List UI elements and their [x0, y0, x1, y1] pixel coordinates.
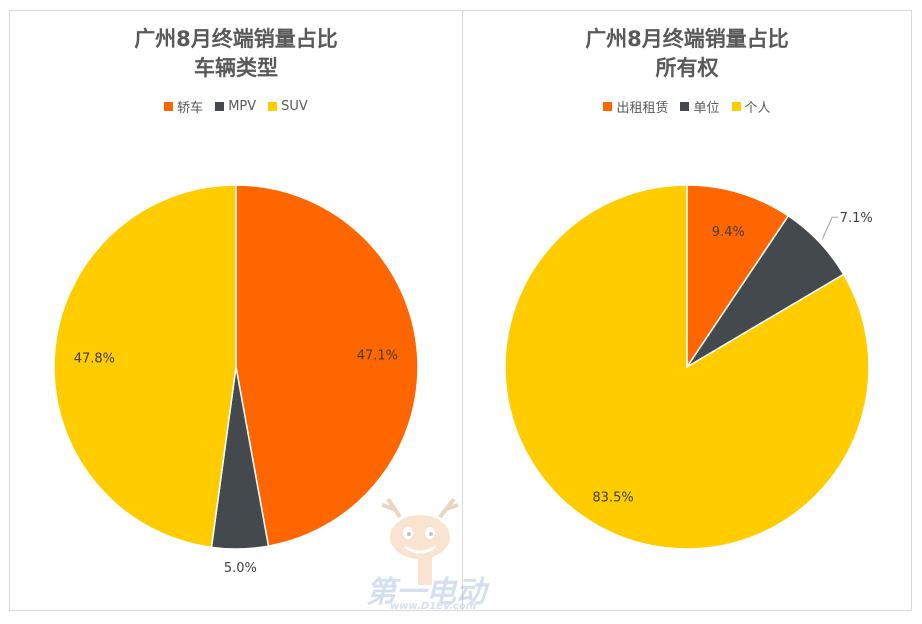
legend-item-organization: 单位: [680, 97, 720, 116]
data-label: 7.1%: [840, 211, 873, 226]
data-label: 47.1%: [357, 348, 398, 363]
legend-swatch: [680, 102, 690, 111]
legend-label: SUV: [281, 99, 308, 114]
legend-item-mpv: MPV: [215, 97, 256, 116]
legend-swatch: [603, 102, 613, 111]
chart-title-line-1: 广州8月终端销量占比: [134, 27, 338, 51]
slice-individual: [504, 184, 870, 550]
data-label: 9.4%: [712, 225, 745, 240]
legend-label: 个人: [744, 101, 771, 116]
chart-title: 广州8月终端销量占比 所有权: [463, 25, 911, 83]
chart-legend: 出租租赁 单位 个人: [463, 97, 911, 116]
legend-label: MPV: [228, 99, 257, 114]
legend-label: 出租租赁: [616, 101, 669, 116]
slice-suv: [53, 184, 237, 549]
leader-line: [821, 216, 839, 240]
legend-item-rental: 出租租赁: [603, 97, 668, 116]
data-label: 83.5%: [592, 491, 633, 506]
legend-swatch: [215, 102, 225, 111]
chart-title-line-2: 所有权: [655, 56, 719, 80]
chart-title-line-2: 车辆类型: [194, 56, 278, 80]
legend-swatch: [268, 102, 278, 111]
legend-label: 单位: [693, 101, 720, 116]
legend-item-suv: SUV: [268, 97, 308, 116]
data-label: 5.0%: [224, 561, 257, 576]
legend-swatch: [731, 102, 741, 111]
chart-panel-vehicle-type: 广州8月终端销量占比 车辆类型 轿车 MPV SUV 47.1% 5.0% 47.8…: [9, 10, 463, 611]
legend-swatch: [164, 102, 174, 111]
slice-rental: [686, 184, 790, 370]
chart-legend: 轿车 MPV SUV: [10, 97, 462, 116]
legend-item-individual: 个人: [731, 97, 771, 116]
chart-panel-ownership: 广州8月终端销量占比 所有权 出租租赁 单位 个人 9.4% 7.1% 83.5%: [462, 10, 912, 611]
chart-title-line-1: 广州8月终端销量占比: [585, 27, 789, 51]
data-label: 47.8%: [74, 351, 115, 366]
pie-chart-vehicle-type: 47.1% 5.0% 47.8%: [53, 184, 419, 576]
legend-item-sedan: 轿车: [164, 97, 203, 116]
legend-label: 轿车: [177, 101, 204, 116]
pie-chart-ownership: 9.4% 7.1% 83.5%: [504, 184, 873, 550]
chart-title: 广州8月终端销量占比 车辆类型: [10, 25, 462, 83]
slice-sedan: [235, 184, 419, 547]
